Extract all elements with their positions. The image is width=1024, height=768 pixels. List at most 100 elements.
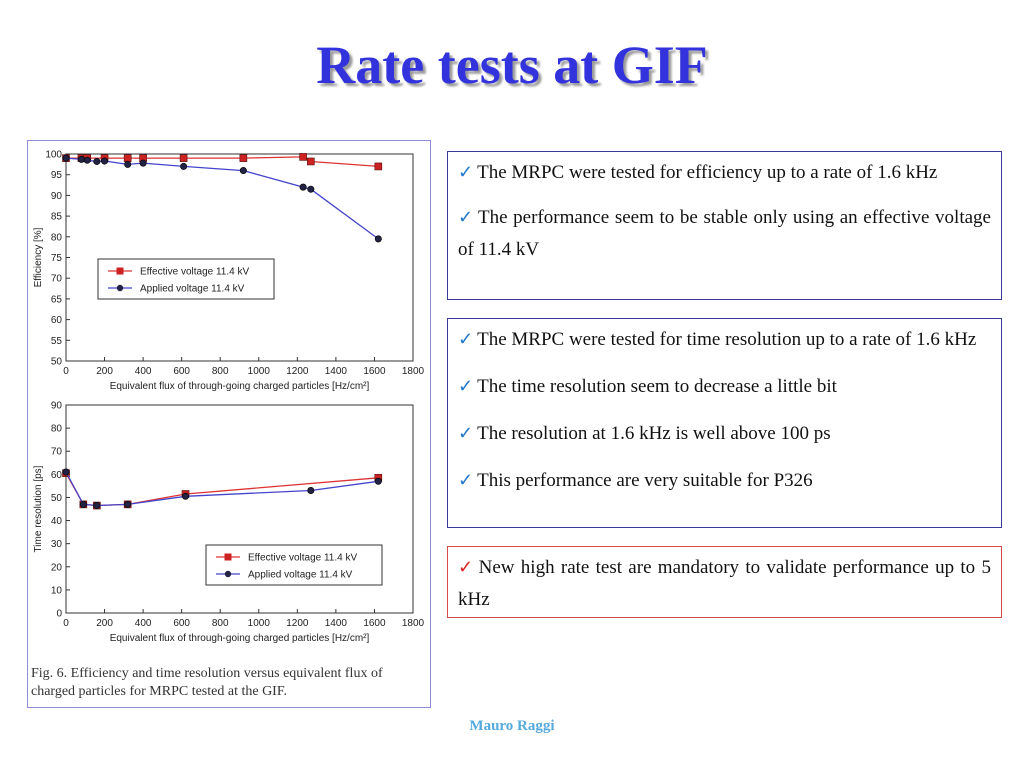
checkmark-icon: ✓ [458, 376, 474, 396]
bullet: ✓ The performance seem to be stable only … [458, 207, 991, 260]
legend-marker-square [224, 553, 232, 561]
checkmark-icon: ✓ [458, 207, 474, 227]
legend-marker-circle [116, 284, 124, 292]
y-tick-label: 65 [51, 294, 63, 305]
y-tick-label: 60 [51, 315, 63, 326]
bullet: ✓ The resolution at 1.6 kHz is well above… [458, 423, 831, 444]
y-tick-label: 90 [51, 191, 63, 202]
y-tick-label: 30 [51, 539, 63, 550]
x-tick-label: 600 [173, 618, 190, 629]
x-tick-label: 200 [96, 366, 113, 377]
y-tick-label: 70 [51, 447, 63, 458]
data-point-square [307, 157, 315, 166]
legend-box [97, 258, 275, 300]
data-point-square [299, 153, 307, 161]
x-tick-label: 1000 [248, 366, 271, 377]
x-tick-label: 1200 [286, 618, 309, 629]
data-point-circle [299, 183, 307, 191]
bullet: ✓ The time resolution seem to decrease a … [458, 376, 837, 397]
legend-label: Applied voltage 11.4 kV [140, 284, 245, 295]
x-tick-label: 1800 [402, 366, 425, 377]
data-point-circle [124, 500, 132, 508]
data-point-circle [239, 167, 247, 175]
data-point-circle [307, 487, 315, 495]
legend-box [205, 544, 383, 586]
checkmark-icon: ✓ [458, 162, 474, 182]
y-tick-label: 90 [51, 401, 63, 412]
data-point-circle [62, 468, 70, 476]
data-point-circle [307, 185, 315, 193]
x-tick-label: 600 [173, 366, 190, 377]
footer-author: Mauro Raggi [469, 718, 555, 734]
y-tick-label: 95 [51, 170, 63, 181]
y-tick-label: 50 [51, 357, 63, 368]
y-axis-label: Time resolution [ps] [33, 465, 44, 552]
series-fit-line [65, 472, 379, 507]
x-tick-label: 1400 [325, 618, 348, 629]
series-fit-line [65, 157, 379, 240]
checkmark-icon: ✓ [458, 329, 474, 349]
bullet: ✓ The MRPC were tested for time resolutio… [458, 329, 977, 350]
y-tick-label: 80 [51, 424, 63, 435]
data-point-circle [374, 477, 382, 485]
y-tick-label: 55 [51, 336, 63, 347]
data-point-circle [62, 154, 70, 162]
y-tick-label: 80 [51, 232, 63, 243]
series-fit-line [65, 471, 379, 507]
x-tick-label: 800 [212, 618, 229, 629]
legend-label: Effective voltage 11.4 kV [248, 553, 357, 564]
legend-marker-circle [224, 570, 232, 578]
checkmark-icon: ✓ [458, 470, 474, 490]
checkmark-icon: ✓ [458, 557, 475, 577]
y-tick-label: 70 [51, 274, 63, 285]
data-point-circle [139, 159, 147, 167]
data-point-circle [182, 492, 190, 500]
data-point-circle [83, 156, 91, 164]
x-tick-label: 1400 [325, 366, 348, 377]
info-box-conclusion: ✓ New high rate test are mandatory to val… [447, 546, 1002, 618]
x-tick-label: 800 [212, 366, 229, 377]
y-tick-label: 0 [56, 609, 62, 620]
checkmark-icon: ✓ [458, 423, 474, 443]
data-point-circle [180, 162, 188, 170]
slide-title: Rate tests at GIF [316, 35, 708, 95]
data-point-circle [374, 235, 382, 243]
y-tick-label: 40 [51, 516, 63, 527]
plot-frame [65, 404, 414, 614]
bullet: ✓ This performance are very suitable for … [458, 470, 813, 491]
data-point-square [179, 154, 188, 162]
x-tick-label: 1200 [286, 366, 309, 377]
legend-label: Applied voltage 11.4 kV [248, 570, 353, 581]
y-tick-label: 75 [51, 253, 63, 264]
data-point-circle [77, 155, 85, 163]
y-tick-label: 50 [51, 493, 63, 504]
x-tick-label: 0 [63, 618, 69, 629]
x-tick-label: 1800 [402, 618, 425, 629]
data-point-square [123, 154, 132, 162]
data-point-square [239, 154, 248, 162]
x-axis-label: Equivalent flux of through-going charged… [110, 633, 370, 644]
figure-panel: 0 200 400 600 800 1000 1200 1400 1600 1800 50 55 60 6… [27, 140, 431, 708]
x-tick-label: 200 [96, 618, 113, 629]
y-tick-label: 85 [51, 212, 63, 223]
figure-charts: 0 200 400 600 800 1000 1200 1400 1600 18005055606… [33, 150, 425, 645]
y-tick-label: 20 [51, 562, 63, 573]
plot-frame [65, 153, 414, 362]
info-box-time-resolution: ✓ The MRPC were tested for time resolutio… [447, 318, 1002, 528]
bullet: ✓ The MRPC were tested for efficiency up … [458, 162, 938, 183]
x-tick-label: 1000 [248, 618, 271, 629]
data-point-circle [124, 160, 132, 168]
y-tick-label: 10 [51, 585, 63, 596]
legend-label: Effective voltage 11.4 kV [140, 267, 249, 278]
x-tick-label: 1600 [363, 366, 386, 377]
data-point-circle [93, 157, 101, 165]
x-tick-label: 1600 [363, 618, 386, 629]
bullet: ✓ New high rate test are mandatory to val… [458, 557, 991, 610]
y-axis-label: Efficiency [%] [33, 227, 44, 287]
legend-marker-square [116, 267, 124, 275]
figure-caption: Fig. 6. Efficiency and time resolution v… [31, 666, 383, 699]
y-tick-label: 100 [45, 150, 62, 161]
x-tick-label: 400 [135, 618, 152, 629]
x-tick-label: 400 [135, 366, 152, 377]
data-point-circle [79, 500, 87, 508]
